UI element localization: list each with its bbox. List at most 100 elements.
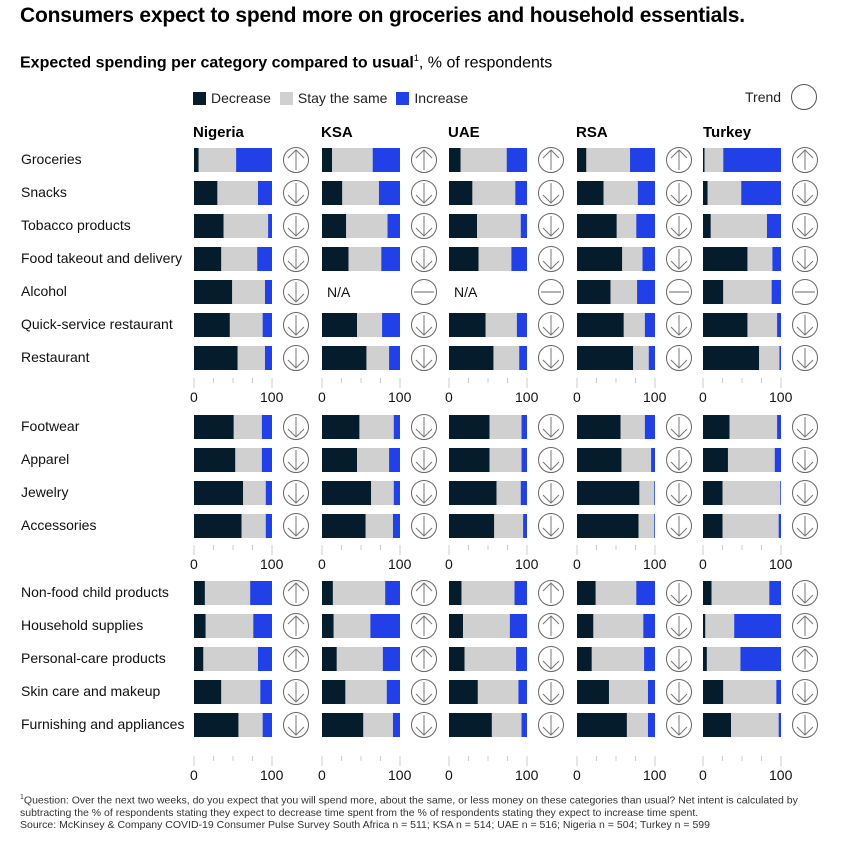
trend-head <box>287 494 305 504</box>
segment-decrease <box>194 181 218 205</box>
segment-decrease <box>194 514 242 538</box>
trend-down-icon <box>411 213 437 239</box>
segment-same <box>595 581 637 605</box>
bar-ksa-apparel <box>322 448 400 472</box>
legend-same: Stay the same <box>279 90 387 106</box>
trend-head <box>287 615 305 625</box>
trend-circle <box>538 213 564 239</box>
segment-decrease <box>703 148 705 172</box>
trend-head <box>415 582 433 592</box>
trend-head <box>287 260 305 270</box>
bar-ksa-household-supplies <box>322 614 400 638</box>
segment-increase <box>523 514 527 538</box>
bar-uae-alcohol: N/A <box>454 284 478 300</box>
trend-neutral-icon <box>792 279 818 305</box>
segment-decrease <box>322 181 343 205</box>
segment-same <box>723 680 777 704</box>
segment-same <box>705 614 735 638</box>
bar-rsa-skin-care-and-makeup <box>577 680 655 704</box>
trend-circle <box>283 345 309 371</box>
trend-circle <box>411 613 437 639</box>
trend-down-icon <box>538 312 564 338</box>
tick-label: 0 <box>699 556 707 572</box>
na-label: N/A <box>454 284 478 300</box>
segment-increase <box>654 514 655 538</box>
bar-turkey-personal-care-products <box>703 647 781 671</box>
segment-increase <box>654 481 655 505</box>
segment-decrease <box>703 448 728 472</box>
trend-head <box>287 359 305 369</box>
row-label-apparel: Apparel <box>21 451 70 467</box>
x-axis-turkey: 0 100 <box>699 378 793 405</box>
tick-label: 0 <box>318 767 326 783</box>
trend-circle <box>538 147 564 173</box>
trend-down-icon <box>283 679 309 705</box>
segment-decrease <box>449 346 494 370</box>
trend-head <box>287 194 305 204</box>
footnote: 1Question: Over the next two weeks, do y… <box>20 792 820 831</box>
row-label-personal-care-products: Personal-care products <box>21 650 166 666</box>
segment-decrease <box>577 481 640 505</box>
trend-head <box>542 693 560 703</box>
segment-same <box>591 647 645 671</box>
trend-down-icon <box>538 213 564 239</box>
segment-increase <box>262 713 272 737</box>
tick-label: 0 <box>318 389 326 405</box>
trend-down-icon <box>538 712 564 738</box>
segment-same <box>586 148 631 172</box>
tick-label: 0 <box>699 767 707 783</box>
tick-label: 100 <box>260 389 284 405</box>
trend-head <box>542 494 560 504</box>
legend-decrease-swatch <box>193 91 206 105</box>
trend-head <box>415 260 433 270</box>
x-axis-rsa: 0 100 <box>573 378 667 405</box>
segment-increase <box>777 415 781 439</box>
trend-down-icon <box>411 180 437 206</box>
tick-label: 100 <box>388 767 412 783</box>
trend-head <box>415 461 433 471</box>
bar-uae-furnishing-and-appliances <box>449 713 527 737</box>
segment-decrease <box>194 448 236 472</box>
segment-decrease <box>577 514 639 538</box>
segment-increase <box>260 680 272 704</box>
segment-decrease <box>194 614 206 638</box>
segment-same <box>610 280 638 304</box>
segment-same <box>359 415 394 439</box>
trend-head <box>670 227 688 237</box>
segment-same <box>336 647 383 671</box>
bar-rsa-food-takeout-and-delivery <box>577 247 655 271</box>
trend-circle <box>283 480 309 506</box>
legend-decrease: Decrease <box>193 90 271 106</box>
segment-same <box>704 148 724 172</box>
trend-down-icon <box>411 447 437 473</box>
tick-label: 100 <box>769 389 793 405</box>
trend-head <box>287 726 305 736</box>
row-label-furnishing-and-appliances: Furnishing and appliances <box>21 716 185 732</box>
segment-increase <box>389 346 400 370</box>
segment-decrease <box>322 614 334 638</box>
bar-rsa-household-supplies <box>577 614 655 638</box>
segment-decrease <box>322 448 358 472</box>
trend-down-icon <box>666 480 692 506</box>
segment-increase <box>515 181 527 205</box>
bar-ksa-accessories <box>322 514 400 538</box>
trend-circle <box>666 312 692 338</box>
segment-increase <box>392 713 400 737</box>
segment-increase <box>381 247 400 271</box>
trend-circle <box>792 646 818 672</box>
segment-decrease <box>703 181 708 205</box>
trend-circle <box>792 447 818 473</box>
bar-nigeria-food-takeout-and-delivery <box>194 247 272 271</box>
trend-down-icon <box>411 513 437 539</box>
trend-down-icon <box>792 580 818 606</box>
na-label: N/A <box>327 284 351 300</box>
trend-circle <box>792 246 818 272</box>
segment-increase <box>776 680 781 704</box>
x-axis-turkey: 0 100 <box>699 545 793 572</box>
bar-rsa-footwear <box>577 415 655 439</box>
country-header-nigeria: Nigeria <box>193 124 244 141</box>
trend-up-icon <box>283 147 309 173</box>
trend-head <box>670 194 688 204</box>
bar-turkey-footwear <box>703 415 781 439</box>
trend-head <box>796 648 814 658</box>
